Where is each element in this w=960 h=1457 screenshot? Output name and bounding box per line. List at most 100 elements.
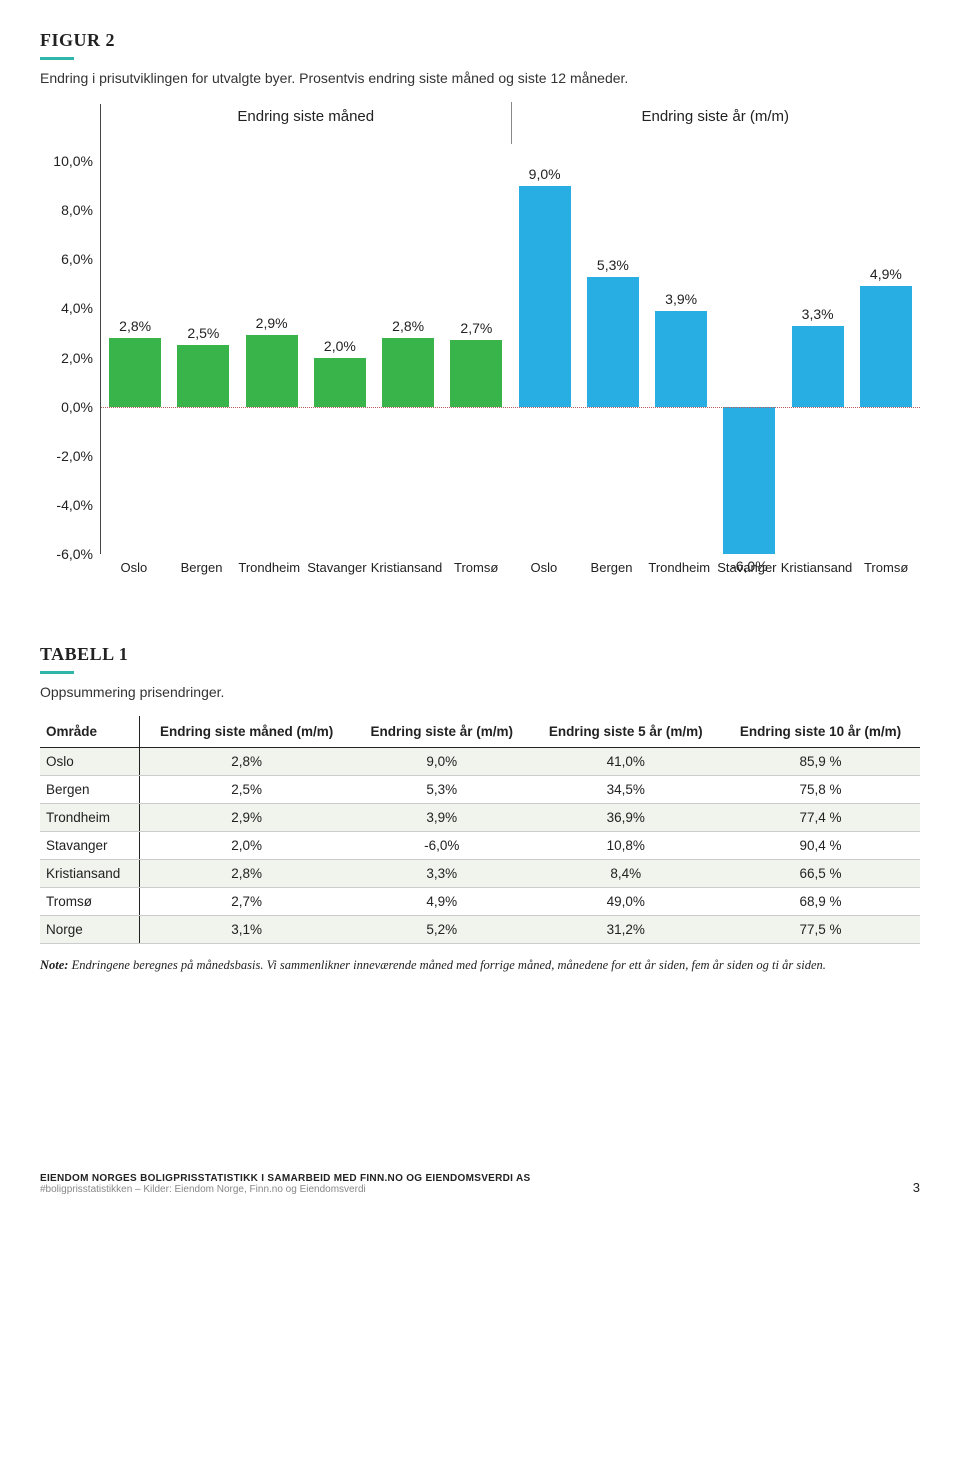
bar-chart: Endring siste månedEndring siste år (m/m… bbox=[40, 104, 920, 584]
bar bbox=[860, 286, 912, 406]
bar bbox=[450, 340, 502, 406]
table-cell: Kristiansand bbox=[40, 860, 140, 888]
bar-slot: 2,0% bbox=[306, 104, 374, 554]
bar bbox=[723, 407, 775, 554]
x-category-label: Tromsø bbox=[442, 554, 510, 584]
table-cell: 68,9 % bbox=[721, 888, 920, 916]
figure-title: FIGUR 2 bbox=[40, 30, 920, 51]
table-cell: Bergen bbox=[40, 776, 140, 804]
x-category-label: Oslo bbox=[510, 554, 578, 584]
table-row: Kristiansand2,8%3,3%8,4%66,5 % bbox=[40, 860, 920, 888]
bar bbox=[246, 335, 298, 406]
figure-subtitle: Endring i prisutviklingen for utvalgte b… bbox=[40, 70, 920, 86]
y-tick-label: -6,0% bbox=[41, 546, 93, 562]
x-category-label: Kristiansand bbox=[781, 554, 853, 584]
x-category-label: Trondheim bbox=[645, 554, 713, 584]
x-category-label: Stavanger bbox=[303, 554, 371, 584]
table-row: Tromsø2,7%4,9%49,0%68,9 % bbox=[40, 888, 920, 916]
x-category-label: Oslo bbox=[100, 554, 168, 584]
table-cell: 3,3% bbox=[353, 860, 530, 888]
bar bbox=[314, 358, 366, 407]
bar-slot: 4,9% bbox=[852, 104, 920, 554]
summary-table: OmrådeEndring siste måned (m/m)Endring s… bbox=[40, 716, 920, 944]
table-row: Oslo2,8%9,0%41,0%85,9 % bbox=[40, 748, 920, 776]
bar-value-label: 2,8% bbox=[374, 318, 442, 334]
table-cell: 8,4% bbox=[531, 860, 721, 888]
table-row: Trondheim2,9%3,9%36,9%77,4 % bbox=[40, 804, 920, 832]
table-cell: 3,1% bbox=[140, 916, 353, 944]
table-cell: Norge bbox=[40, 916, 140, 944]
y-tick-label: -2,0% bbox=[41, 448, 93, 464]
table-cell: Stavanger bbox=[40, 832, 140, 860]
bar-value-label: 9,0% bbox=[511, 166, 579, 182]
y-tick-label: 6,0% bbox=[41, 251, 93, 267]
page-number: 3 bbox=[913, 1180, 920, 1195]
table-cell: 5,3% bbox=[353, 776, 530, 804]
table-cell: 66,5 % bbox=[721, 860, 920, 888]
table-cell: 3,9% bbox=[353, 804, 530, 832]
bar-value-label: 2,5% bbox=[169, 325, 237, 341]
bar bbox=[655, 311, 707, 407]
bar-slot: 9,0% bbox=[511, 104, 579, 554]
table-cell: 34,5% bbox=[531, 776, 721, 804]
table-header-cell: Endring siste år (m/m) bbox=[353, 716, 530, 748]
bar-slot: 3,9% bbox=[647, 104, 715, 554]
bar-slot: -6,0% bbox=[715, 104, 783, 554]
table-cell: 41,0% bbox=[531, 748, 721, 776]
table-header-cell: Område bbox=[40, 716, 140, 748]
bar-value-label: 3,9% bbox=[647, 291, 715, 307]
table-cell: 2,0% bbox=[140, 832, 353, 860]
bar-value-label: 2,0% bbox=[306, 338, 374, 354]
table-cell: Tromsø bbox=[40, 888, 140, 916]
x-category-label: Tromsø bbox=[852, 554, 920, 584]
table-cell: 2,9% bbox=[140, 804, 353, 832]
bar bbox=[587, 277, 639, 407]
table-cell: 9,0% bbox=[353, 748, 530, 776]
bar bbox=[177, 345, 229, 406]
table-header-cell: Endring siste 5 år (m/m) bbox=[531, 716, 721, 748]
note-text: Endringene beregnes på månedsbasis. Vi s… bbox=[68, 958, 825, 972]
y-tick-label: 2,0% bbox=[41, 350, 93, 366]
bar-slot: 5,3% bbox=[579, 104, 647, 554]
table-cell: 90,4 % bbox=[721, 832, 920, 860]
bar-value-label: 2,7% bbox=[442, 320, 510, 336]
table-row: Norge3,1%5,2%31,2%77,5 % bbox=[40, 916, 920, 944]
table-cell: 85,9 % bbox=[721, 748, 920, 776]
table-cell: -6,0% bbox=[353, 832, 530, 860]
table-title: TABELL 1 bbox=[40, 644, 920, 665]
footer-line2: #boligprisstatistikken – Kilder: Eiendom… bbox=[40, 1184, 530, 1195]
bar-value-label: 2,8% bbox=[101, 318, 169, 334]
table-cell: 10,8% bbox=[531, 832, 721, 860]
footer-line1: EIENDOM NORGES BOLIGPRISSTATISTIKK I SAM… bbox=[40, 1173, 530, 1184]
bar-slot: 2,9% bbox=[238, 104, 306, 554]
x-category-label: Stavanger bbox=[713, 554, 781, 584]
x-category-label: Kristiansand bbox=[371, 554, 443, 584]
bar-value-label: 5,3% bbox=[579, 257, 647, 273]
table-cell: 2,8% bbox=[140, 860, 353, 888]
x-category-label: Trondheim bbox=[235, 554, 303, 584]
table-cell: 2,8% bbox=[140, 748, 353, 776]
table-cell: 77,5 % bbox=[721, 916, 920, 944]
y-tick-label: 10,0% bbox=[41, 153, 93, 169]
bar-slot: 2,7% bbox=[442, 104, 510, 554]
table-row: Stavanger2,0%-6,0%10,8%90,4 % bbox=[40, 832, 920, 860]
bar-value-label: 3,3% bbox=[784, 306, 852, 322]
table-cell: 4,9% bbox=[353, 888, 530, 916]
figure-title-rule bbox=[40, 57, 74, 60]
bar bbox=[792, 326, 844, 407]
table-cell: 2,5% bbox=[140, 776, 353, 804]
table-cell: Oslo bbox=[40, 748, 140, 776]
bar-slot: 2,8% bbox=[101, 104, 169, 554]
y-tick-label: 8,0% bbox=[41, 202, 93, 218]
table-cell: Trondheim bbox=[40, 804, 140, 832]
table-cell: 77,4 % bbox=[721, 804, 920, 832]
bar bbox=[382, 338, 434, 407]
table-subtitle: Oppsummering prisendringer. bbox=[40, 684, 920, 700]
y-tick-label: -4,0% bbox=[41, 497, 93, 513]
table-note: Note: Endringene beregnes på månedsbasis… bbox=[40, 958, 920, 973]
bar-value-label: 2,9% bbox=[238, 315, 306, 331]
table-cell: 49,0% bbox=[531, 888, 721, 916]
table-cell: 5,2% bbox=[353, 916, 530, 944]
x-category-label: Bergen bbox=[168, 554, 236, 584]
bar-slot: 2,5% bbox=[169, 104, 237, 554]
